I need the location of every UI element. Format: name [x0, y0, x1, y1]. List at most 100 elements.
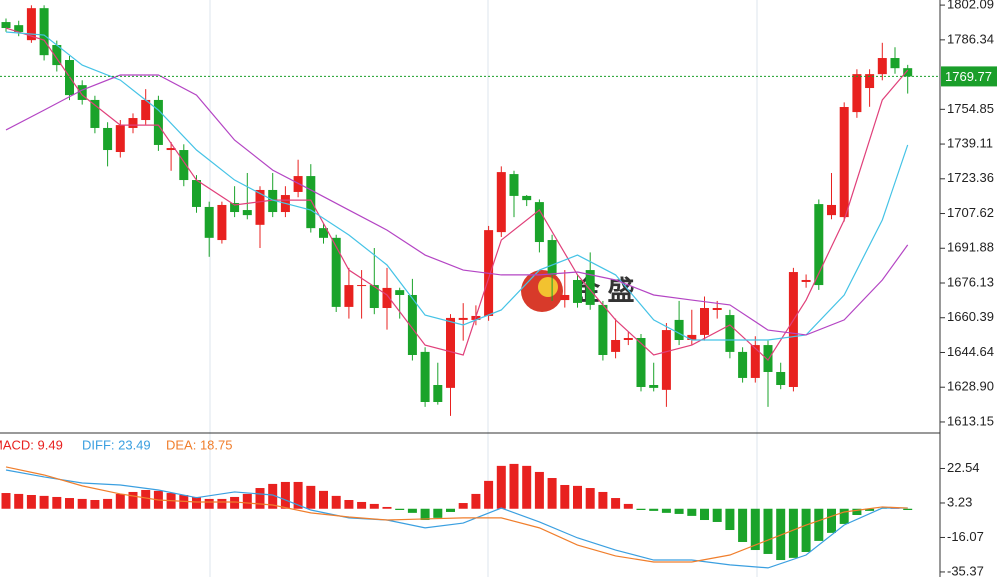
- macd-bar: [65, 498, 74, 509]
- candle-body: [357, 285, 367, 287]
- macd-bar: [306, 485, 316, 509]
- macd-bar: [623, 503, 633, 509]
- macd-bar: [509, 463, 519, 509]
- macd-bar: [852, 508, 862, 516]
- candle-body: [700, 308, 709, 335]
- macd-bar: [280, 481, 290, 509]
- macd-label: MACD: 9.49: [0, 437, 63, 452]
- candle-body: [166, 148, 176, 151]
- candle-body: [903, 68, 913, 77]
- macd-bar: [141, 489, 151, 509]
- candle-body: [217, 204, 227, 241]
- macd-bar: [14, 493, 24, 509]
- y-tick-label: 1723.36: [947, 170, 994, 185]
- candle-body: [446, 317, 455, 388]
- candle-body: [395, 290, 405, 295]
- candle-body: [598, 304, 608, 355]
- candle-body: [661, 330, 671, 390]
- candle-body: [255, 189, 265, 225]
- macd-bar: [331, 495, 341, 509]
- macd-bar: [192, 496, 201, 509]
- candle-body: [90, 99, 100, 128]
- macd-bar: [382, 506, 392, 509]
- macd-bar: [446, 508, 455, 512]
- macd-bar: [369, 503, 379, 509]
- candle-body: [1, 22, 11, 29]
- y-tick-label: 1644.64: [947, 344, 994, 359]
- macd-bar: [433, 508, 443, 518]
- candle-body: [407, 294, 417, 355]
- macd-bar: [484, 480, 494, 509]
- candle-body: [865, 74, 875, 89]
- y-tick-label: 22.54: [947, 460, 980, 475]
- y-tick-label: -16.07: [947, 529, 984, 544]
- candle-body: [420, 351, 430, 402]
- y-tick-label: 1802.09: [947, 0, 994, 12]
- macd-bar: [458, 503, 468, 509]
- macd-bar: [407, 508, 417, 513]
- macd-bar: [90, 499, 100, 509]
- candle-body: [268, 189, 278, 213]
- candle-body: [750, 345, 760, 378]
- macd-bar: [77, 498, 87, 509]
- macd-bar: [547, 478, 557, 509]
- macd-bar: [560, 484, 570, 509]
- y-tick-label: 1628.90: [947, 379, 994, 394]
- macd-bar: [839, 508, 849, 524]
- candle-body: [242, 210, 252, 216]
- candle-body: [839, 107, 849, 218]
- last-price-label: 1769.77: [945, 69, 992, 84]
- macd-bar: [661, 508, 671, 513]
- candle-body: [827, 204, 836, 216]
- diff-label: DIFF: 23.49: [82, 437, 151, 452]
- candle-body: [153, 99, 163, 145]
- candle-body: [204, 206, 214, 238]
- y-tick-label: 1786.34: [947, 31, 994, 46]
- macd-bar: [26, 494, 36, 509]
- candle-body: [585, 270, 595, 305]
- moving-average-line: [5, 74, 909, 336]
- candle-body: [458, 317, 468, 320]
- candle-body: [141, 99, 151, 121]
- candle-body: [103, 127, 113, 151]
- macd-bar: [115, 493, 125, 509]
- candle-body: [192, 180, 201, 207]
- macd-bar: [52, 496, 62, 509]
- macd-bar: [687, 508, 697, 516]
- candle-body: [636, 338, 646, 387]
- macd-bar: [763, 508, 773, 554]
- y-tick-label: 1676.13: [947, 274, 994, 289]
- macd-bar: [217, 498, 227, 509]
- candle-body: [560, 294, 570, 301]
- macd-bar: [573, 485, 582, 509]
- y-tick-label: 1739.11: [947, 135, 993, 150]
- candle-body: [712, 308, 722, 310]
- candle-body: [331, 237, 341, 307]
- dea-label: DEA: 18.75: [166, 437, 233, 452]
- candle-body: [725, 315, 735, 352]
- macd-bar: [128, 491, 138, 509]
- macd-bar: [395, 508, 405, 511]
- macd-bar: [814, 508, 824, 541]
- candle-body: [522, 195, 532, 201]
- candle-body: [128, 118, 138, 128]
- macd-bar: [534, 471, 544, 509]
- y-tick-label: 3.23: [947, 494, 972, 509]
- macd-bar: [103, 498, 113, 509]
- macd-bar: [204, 498, 214, 509]
- macd-bar: [865, 508, 875, 511]
- candle-body: [319, 228, 328, 238]
- candle-body: [26, 8, 36, 41]
- macd-bar: [319, 490, 328, 509]
- logo-dot: [538, 277, 558, 297]
- macd-bar: [738, 508, 748, 542]
- macd-line: [5, 466, 908, 563]
- candle-body: [801, 279, 811, 282]
- macd-bar: [700, 508, 709, 521]
- y-tick-label: 1754.85: [947, 101, 994, 116]
- grid: [0, 0, 941, 577]
- candle-body: [611, 339, 621, 352]
- candle-body: [382, 287, 392, 309]
- candle-body: [687, 334, 697, 340]
